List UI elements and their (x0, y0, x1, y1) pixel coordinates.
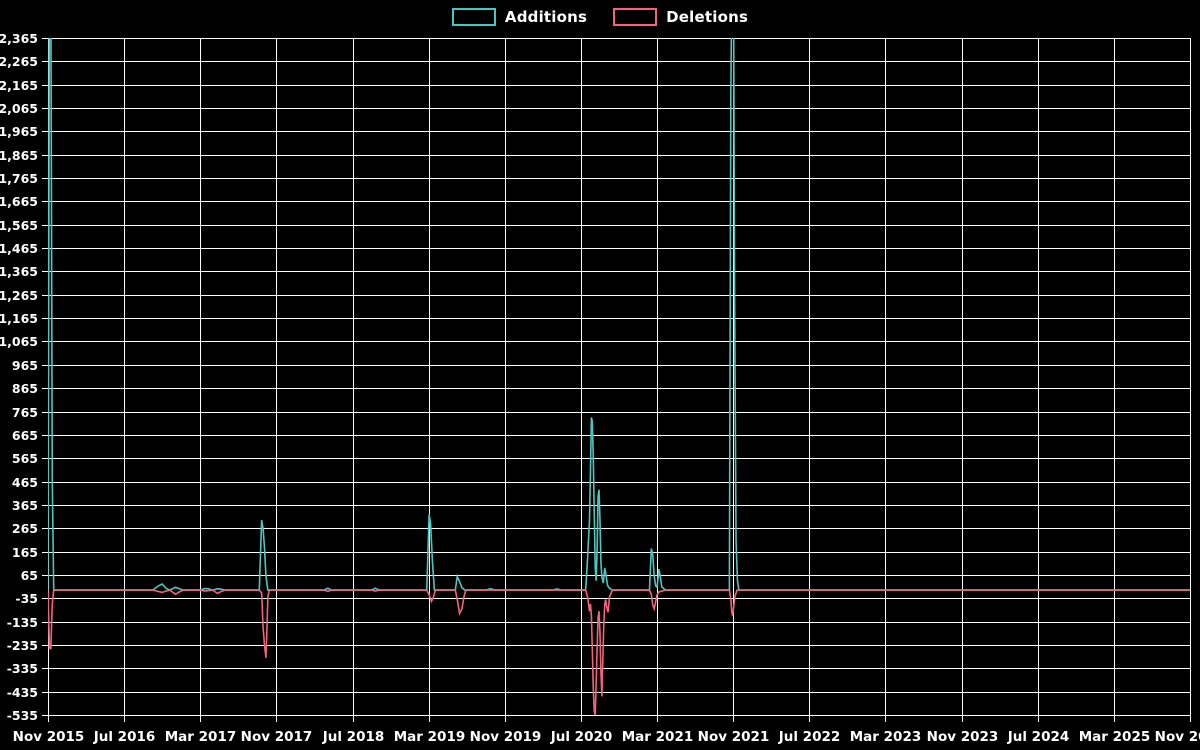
y-tick-label: 565 (12, 451, 38, 466)
data-series (48, 38, 1190, 715)
legend-swatch-additions (451, 8, 496, 26)
y-tick-label: 1,865 (0, 148, 38, 163)
y-tick-label: 1,765 (0, 171, 38, 186)
y-tick-label: 1,365 (0, 264, 38, 279)
y-tick-label: -535 (7, 708, 38, 723)
y-tick-label: 2,265 (0, 54, 38, 69)
x-tick-label: Nov 2015 (13, 729, 85, 745)
x-tick-label: Jul 2024 (1007, 729, 1070, 745)
y-tick-label: 1,165 (0, 311, 38, 326)
y-tick-label: -235 (7, 638, 38, 653)
y-tick-label: -335 (7, 661, 38, 676)
y-tick-label: 265 (12, 521, 38, 536)
y-tick-label: 365 (12, 498, 38, 513)
y-tick-label: 1,265 (0, 288, 38, 303)
gridlines (48, 38, 1191, 716)
x-tick-label: Jul 2016 (93, 729, 156, 745)
x-tick-label: Mar 2021 (622, 729, 693, 745)
y-tick-label: 465 (12, 475, 38, 490)
y-tick-label: 2,165 (0, 78, 38, 93)
x-tick-label: Mar 2025 (1079, 729, 1150, 745)
y-tick-label: 2,065 (0, 101, 38, 116)
legend-label-deletions: Deletions (666, 8, 749, 26)
x-tick-label: Jul 2022 (778, 729, 841, 745)
legend-label-additions: Additions (504, 8, 588, 26)
legend-entry-additions[interactable]: Additions (451, 8, 588, 26)
y-tick-label: 865 (12, 381, 38, 396)
y-tick-label: -435 (7, 685, 38, 700)
x-tick-label: Mar 2017 (165, 729, 236, 745)
x-tick-label: Nov 2025 (1155, 729, 1200, 745)
y-tick-label: 165 (12, 545, 38, 560)
x-axis-ticks: Nov 2015 Jul 2016 Mar 2017 Nov 2017 Jul 2018… (13, 715, 1200, 745)
y-tick-label: 1,965 (0, 124, 38, 139)
chart-legend: Additions Deletions (0, 0, 1200, 34)
y-tick-label: 665 (12, 428, 38, 443)
y-tick-label: 1,465 (0, 241, 38, 256)
legend-entry-deletions[interactable]: Deletions (613, 8, 748, 26)
series-line-deletions (48, 589, 1190, 715)
x-tick-label: Mar 2023 (850, 729, 921, 745)
legend-swatch-deletions (613, 8, 658, 26)
y-tick-label: -35 (15, 591, 38, 606)
y-tick-label: -135 (7, 615, 38, 630)
y-tick-label: 2,365 (0, 31, 38, 46)
x-tick-label: Jul 2018 (322, 729, 385, 745)
x-tick-label: Nov 2021 (698, 729, 770, 745)
y-tick-label: 1,665 (0, 194, 38, 209)
y-tick-label: 65 (21, 568, 38, 583)
y-tick-label: 765 (12, 405, 38, 420)
x-tick-label: Nov 2019 (470, 729, 542, 745)
y-axis-ticks: 2,365 2,265 2,165 2,065 1,965 1,865 1,765 1,665… (0, 31, 48, 723)
x-tick-label: Jul 2020 (550, 729, 613, 745)
y-tick-label: 1,065 (0, 334, 38, 349)
y-tick-label: 1,565 (0, 218, 38, 233)
x-tick-label: Nov 2017 (241, 729, 313, 745)
y-tick-label: 965 (12, 358, 38, 373)
x-tick-label: Nov 2023 (927, 729, 999, 745)
x-tick-label: Mar 2019 (394, 729, 465, 745)
